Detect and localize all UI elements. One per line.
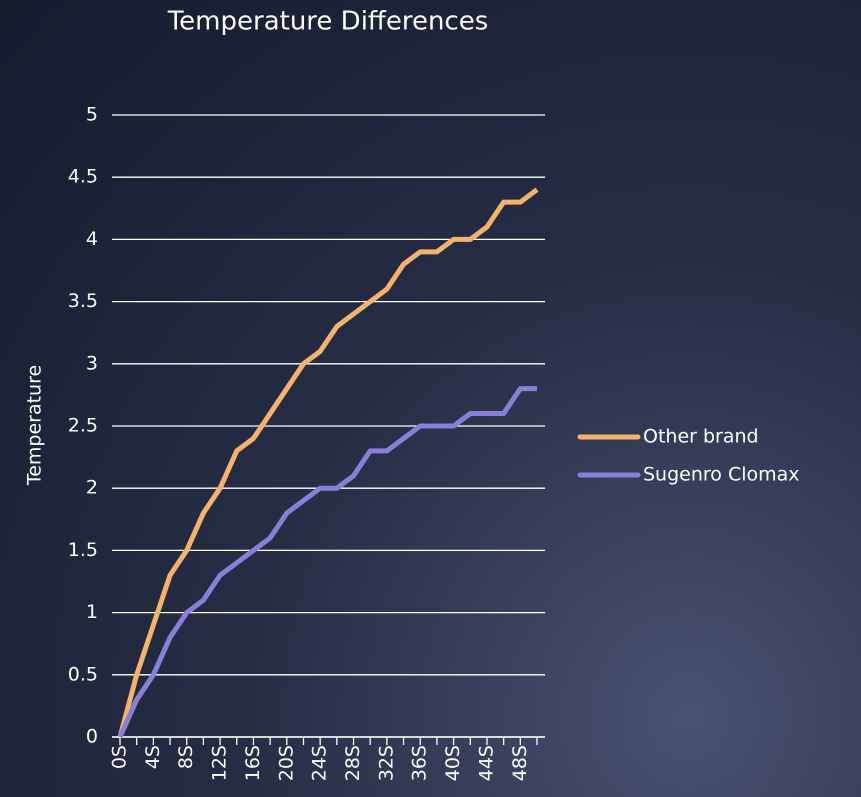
x-tick-label: 8S: [175, 745, 197, 769]
x-tick-label: 36S: [409, 745, 431, 781]
x-tick-label: 28S: [342, 745, 364, 781]
x-tick-label: 32S: [375, 745, 397, 781]
y-tick-label: 2.5: [68, 415, 98, 437]
y-tick-label: 2: [86, 477, 98, 499]
x-tick-label: 16S: [242, 745, 264, 781]
x-tick-label: 12S: [209, 745, 231, 781]
x-tick-label: 40S: [442, 745, 464, 781]
x-tick-label: 4S: [142, 745, 164, 769]
x-tick-label: 20S: [275, 745, 297, 781]
x-tick-label: 48S: [509, 745, 531, 781]
y-tick-label: 4.5: [68, 166, 98, 188]
legend-label: Other brand: [643, 426, 759, 448]
x-tick-label: 0S: [109, 745, 131, 769]
y-tick-label: 4: [86, 228, 98, 250]
y-tick-label: 3.5: [68, 290, 98, 312]
y-axis-title: Temperature: [24, 365, 46, 486]
y-tick-label: 0.5: [68, 663, 98, 685]
line-series: [117, 386, 537, 739]
y-tick-label: 1.5: [68, 539, 98, 561]
y-tick-label: 1: [86, 601, 98, 623]
x-tick-label: 24S: [309, 745, 331, 781]
line-series: [117, 187, 539, 738]
chart-title: Temperature Differences: [167, 7, 489, 37]
y-tick-label: 5: [86, 104, 98, 126]
x-tick-label: 44S: [475, 745, 497, 781]
legend-label: Sugenro Clomax: [643, 464, 800, 486]
y-tick-label: 3: [86, 352, 98, 374]
y-tick-label: 0: [86, 726, 98, 748]
